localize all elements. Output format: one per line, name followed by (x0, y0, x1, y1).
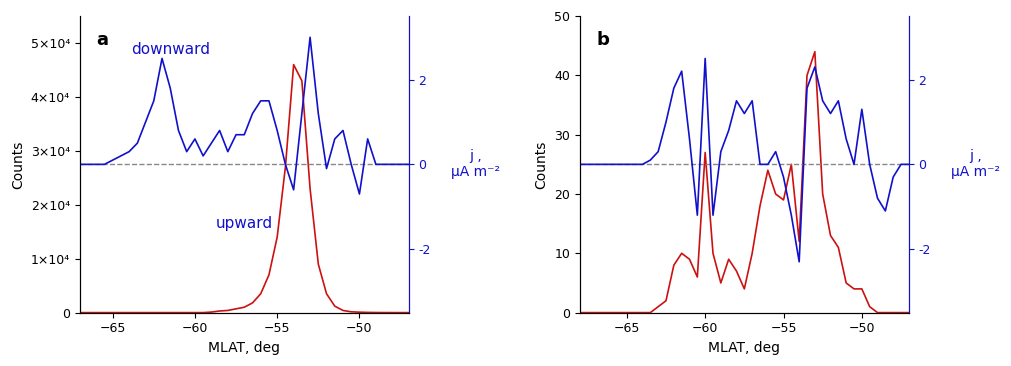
Text: downward: downward (130, 42, 209, 57)
Y-axis label: Counts: Counts (535, 140, 549, 188)
Text: a: a (96, 31, 108, 49)
Y-axis label: j ,
μA m⁻²: j , μA m⁻² (451, 149, 499, 179)
Text: b: b (596, 31, 610, 49)
Y-axis label: Counts: Counts (11, 140, 25, 188)
X-axis label: MLAT, deg: MLAT, deg (709, 341, 780, 355)
X-axis label: MLAT, deg: MLAT, deg (208, 341, 280, 355)
Text: upward: upward (215, 216, 273, 231)
Y-axis label: j ,
μA m⁻²: j , μA m⁻² (951, 149, 1000, 179)
